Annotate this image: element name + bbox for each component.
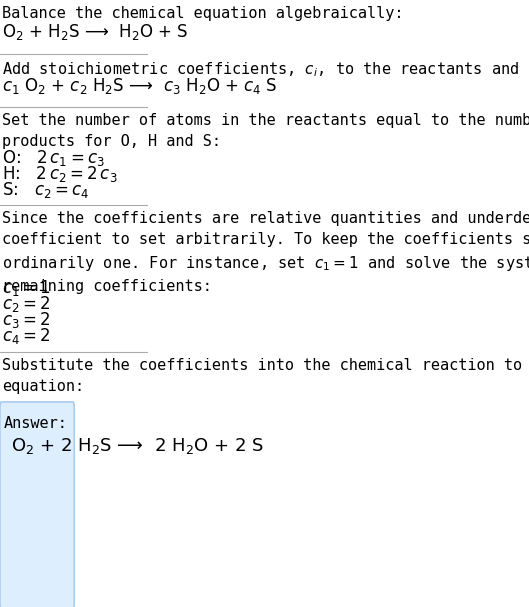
Text: Balance the chemical equation algebraically:: Balance the chemical equation algebraica… xyxy=(2,6,404,21)
Text: $c_2 = 2$: $c_2 = 2$ xyxy=(2,294,51,314)
FancyBboxPatch shape xyxy=(0,402,74,607)
Text: Add stoichiometric coefficients, $c_i$, to the reactants and products:: Add stoichiometric coefficients, $c_i$, … xyxy=(2,60,529,79)
Text: Answer:: Answer: xyxy=(4,416,68,431)
Text: S:   $c_2 = c_4$: S: $c_2 = c_4$ xyxy=(2,180,89,200)
Text: $c_1$ O$_2$ + $c_2$ H$_2$S ⟶  $c_3$ H$_2$O + $c_4$ S: $c_1$ O$_2$ + $c_2$ H$_2$S ⟶ $c_3$ H$_2$… xyxy=(2,76,278,96)
Text: $c_1 = 1$: $c_1 = 1$ xyxy=(2,278,51,298)
Text: O$_2$ + H$_2$S ⟶  H$_2$O + S: O$_2$ + H$_2$S ⟶ H$_2$O + S xyxy=(2,22,188,42)
Text: Substitute the coefficients into the chemical reaction to obtain the balanced
eq: Substitute the coefficients into the che… xyxy=(2,358,529,394)
Text: $c_3 = 2$: $c_3 = 2$ xyxy=(2,310,51,330)
Text: H:   $2\,c_2 = 2\,c_3$: H: $2\,c_2 = 2\,c_3$ xyxy=(2,164,118,184)
Text: Since the coefficients are relative quantities and underdetermined, choose a
coe: Since the coefficients are relative quan… xyxy=(2,211,529,294)
Text: O$_2$ + 2 H$_2$S ⟶  2 H$_2$O + 2 S: O$_2$ + 2 H$_2$S ⟶ 2 H$_2$O + 2 S xyxy=(11,436,264,456)
Text: O:   $2\,c_1 = c_3$: O: $2\,c_1 = c_3$ xyxy=(2,148,105,168)
Text: Set the number of atoms in the reactants equal to the number of atoms in the
pro: Set the number of atoms in the reactants… xyxy=(2,113,529,149)
Text: $c_4 = 2$: $c_4 = 2$ xyxy=(2,326,51,346)
